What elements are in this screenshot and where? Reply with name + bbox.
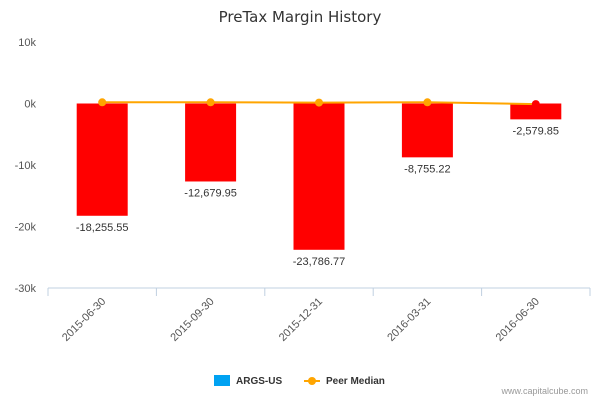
bar-data-label: -18,255.55	[76, 222, 129, 234]
peer-median-point[interactable]	[98, 98, 107, 107]
y-tick-label: -10k	[15, 160, 37, 172]
peer-median-point[interactable]	[423, 98, 432, 107]
data-labels: -18,255.55 -12,679.95 -23,786.77 -8,755.22 -…	[76, 125, 559, 267]
legend-label-args-us: ARGS-US	[236, 376, 282, 387]
legend-swatch-args-us	[214, 375, 230, 386]
x-tick-label: 2015-09-30	[168, 296, 216, 344]
y-axis: 10k 0k -10k -20k -30k	[15, 37, 37, 295]
bar[interactable]	[510, 103, 562, 120]
peer-median-point[interactable]	[315, 98, 323, 107]
bar-data-label: -12,679.95	[184, 187, 237, 199]
legend[interactable]: ARGS-US Peer Median	[214, 375, 385, 387]
y-tick-label: -20k	[15, 222, 37, 234]
legend-label-peer-median: Peer Median	[326, 376, 385, 387]
x-tick-label: 2015-06-30	[60, 296, 108, 344]
x-tick-label: 2015-12-31	[277, 296, 325, 344]
y-tick-label: 10k	[18, 37, 36, 49]
peer-median-point[interactable]	[206, 98, 215, 107]
x-tick-label: 2016-06-30	[494, 296, 542, 344]
x-tick-labels: 2015-06-30 2015-09-30 2015-12-31 2016-03-31…	[60, 296, 542, 344]
bar[interactable]	[293, 103, 345, 250]
bar-data-label: -23,786.77	[293, 256, 346, 268]
peer-median-point[interactable]	[531, 100, 540, 109]
bar-series	[76, 103, 562, 250]
bar[interactable]	[185, 103, 237, 182]
x-axis	[47, 287, 591, 296]
chart-title: PreTax Margin History	[219, 8, 382, 26]
y-tick-label: -30k	[15, 283, 37, 295]
y-tick-label: 0k	[24, 99, 36, 111]
bar[interactable]	[401, 103, 453, 158]
x-tick-label: 2016-03-31	[385, 296, 433, 344]
peer-median-series	[98, 98, 540, 109]
bar-data-label: -8,755.22	[404, 163, 450, 175]
bar-data-label: -2,579.85	[513, 125, 559, 137]
bar[interactable]	[76, 103, 128, 216]
legend-marker-peer-median	[308, 377, 316, 385]
credit-text: www.capitalcube.com	[500, 386, 588, 396]
